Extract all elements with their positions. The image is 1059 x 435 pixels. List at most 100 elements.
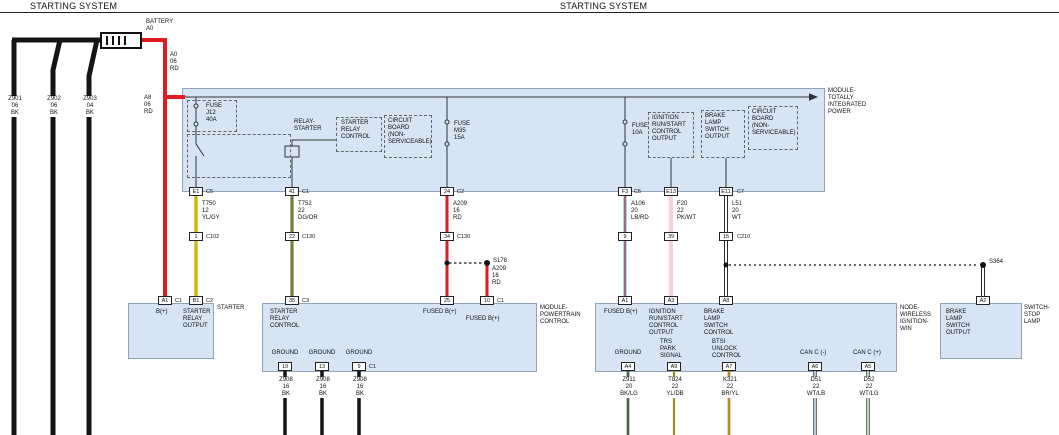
pcm-ground-label-1: GROUND <box>271 350 299 356</box>
tipm-pin-f3: F3 <box>618 187 632 196</box>
pcm-fused-b-label-1: FUSED B(+) <box>423 309 457 315</box>
pcm-pin-ground-3: 9 <box>352 362 366 371</box>
inline-pin-39: 39 <box>664 232 678 241</box>
wire-label-k321: K321 22 BR/YL <box>714 377 746 399</box>
splice-label-s178: S178 <box>493 258 508 264</box>
starter-relay-label: RELAY- STARTER <box>294 119 322 133</box>
pcm-relay-control-label: STARTER RELAY CONTROL <box>270 309 300 330</box>
fuse-m35-symbol <box>444 97 450 187</box>
battery-circuit-label: A0 <box>146 26 154 32</box>
pcm-ground-label-3: GROUND <box>345 350 373 356</box>
win-node-label: NODE- WIRELESS IGNITION- WIN <box>900 305 932 333</box>
wire-label-a0: A0 06 RD <box>170 52 179 73</box>
wire-label-z903: Z903 04 BK <box>78 96 102 118</box>
pcm-pin-25: 25 <box>440 296 454 305</box>
relay-control-label: STARTER RELAY CONTROL <box>341 120 371 141</box>
win-btsi-label: BTSI UNLOCK CONTROL <box>712 339 742 360</box>
stop-lamp-switch-label: SWITCH- STOP LAMP <box>1024 305 1050 326</box>
circuit-board-right-label: CIRCUIT BOARD (NON- SERVICEABLE) <box>752 109 796 137</box>
starter-conn-c1: C1 <box>175 298 183 304</box>
win-pin-a3: A3 <box>664 296 678 305</box>
wire-label-t824: T824 22 YL/DB <box>659 377 691 399</box>
starter-pin-b1: B1 <box>189 296 203 305</box>
splice-junction-s364 <box>723 262 729 268</box>
splice-dot-s364 <box>980 262 986 268</box>
pcm-pin-35: 35 <box>285 296 299 305</box>
wire-label-d51: D51 22 WT/LB <box>800 377 832 399</box>
win-pin-a5: A5 <box>861 362 875 371</box>
tipm-conn-c1: C1 <box>302 189 310 195</box>
starter-pin-a1: A1 <box>158 296 172 305</box>
tipm-conn-c5-right: C5 <box>634 189 642 195</box>
pcm-ground-label-2: GROUND <box>308 350 336 356</box>
pcm-pin-ground-1: 19 <box>278 362 292 371</box>
splice-dot-s178 <box>484 260 490 266</box>
wire-label-z908-2: Z908 16 BK <box>309 377 337 399</box>
tipm-pin-24: 24 <box>440 187 454 196</box>
wire-label-z902: Z902 06 BK <box>42 96 66 118</box>
win-pin-a1: A1 <box>618 296 632 305</box>
win-pin-a7: A7 <box>722 362 736 371</box>
tipm-pin-e1: E1 <box>189 187 203 196</box>
win-fused-b-label: FUSED B(+) <box>604 309 638 315</box>
brake-output-dashed-box <box>701 110 745 158</box>
starter-conn-c2: C2 <box>206 298 214 304</box>
battery-feed-wires <box>141 38 185 297</box>
inline-conn-c102: C102 <box>206 234 220 240</box>
ignition-output-label: IGNITION RUN/START CONTROL OUTPUT <box>652 115 686 143</box>
win-node-box <box>595 303 897 372</box>
header-rule <box>0 12 1059 13</box>
stop-lamp-pin-a2: A2 <box>976 296 990 305</box>
circuit-board-right-dashed-box <box>748 106 798 150</box>
fuse-m35-label: FUSE M35 15A <box>454 121 471 142</box>
pcm-fused-b-label-2: FUSED B(+) <box>466 316 500 322</box>
win-ignition-label: IGNITION RUN/START CONTROL OUTPUT <box>649 309 683 337</box>
tipm-conn-c5-left: C5 <box>206 189 214 195</box>
fuse-j12-label: FUSE J12 40A <box>206 103 223 124</box>
wire-label-f20: F20 22 PK/WT <box>676 201 697 223</box>
splice-dots <box>444 260 986 268</box>
win-pin-a4: A4 <box>621 362 635 371</box>
wire-label-t750: T750 12 YL/GY <box>201 201 221 223</box>
starter-relay-dashed-box <box>187 134 291 178</box>
inline-pin-34: 34 <box>440 232 454 241</box>
win-can-high-label: CAN C (+) <box>853 350 881 356</box>
starter-bplus-label: B(+) <box>156 309 168 315</box>
inline-pin-9: 9 <box>618 232 632 241</box>
battery-icon <box>100 32 142 49</box>
wire-label-a8: A8 06 RD <box>144 95 153 116</box>
fuse-10a-symbol <box>622 97 628 187</box>
wire-label-l51: L51 20 WT <box>731 201 744 223</box>
starter-box <box>128 303 214 359</box>
tipm-module-label: MODULE- TOTALLY INTEGRATED POWER <box>828 88 867 116</box>
pcm-box <box>262 303 537 372</box>
tipm-module-box <box>182 88 825 192</box>
stop-lamp-switch-box <box>940 303 1022 359</box>
battery-cells-icon <box>106 36 128 45</box>
wire-label-z901: Z901 06 BK <box>3 96 27 118</box>
splice-links <box>449 262 979 266</box>
pcm-conn-c1-top: C1 <box>497 298 505 304</box>
wire-label-z908-1: Z908 16 BK <box>272 377 300 399</box>
pcm-pin-ground-2: 13 <box>315 362 329 371</box>
win-pin-a6: A6 <box>808 362 822 371</box>
fuse-j12-dashed-box <box>187 100 237 132</box>
wire-label-d52: D52 22 WT/LG <box>853 377 885 399</box>
wire-label-z908-3: Z908 16 BK <box>346 377 374 399</box>
tipm-conn-c7: C7 <box>737 189 745 195</box>
splice-junction-s178 <box>444 260 450 266</box>
ignition-output-dashed-box <box>648 112 694 158</box>
pcm-conn-c3: C3 <box>302 298 310 304</box>
inline-conn-c130-b: C130 <box>457 234 471 240</box>
stop-lamp-output-label: BRAKE LAMP SWITCH OUTPUT <box>946 309 971 337</box>
circuit-board-left-dashed-box <box>384 115 432 158</box>
wire-label-a209-lower: A209 16 RD <box>491 266 508 288</box>
brake-output-label: BRAKE LAMP SWITCH OUTPUT <box>705 113 730 141</box>
pcm-pin-10: 10 <box>480 296 494 305</box>
circuit-board-left-label: CIRCUIT BOARD (NON- SERVICEABLE) <box>388 118 432 146</box>
win-pin-a9: A9 <box>667 362 681 371</box>
tipm-internal-circuit <box>185 93 818 187</box>
tipm-pin-41: 41 <box>285 187 299 196</box>
